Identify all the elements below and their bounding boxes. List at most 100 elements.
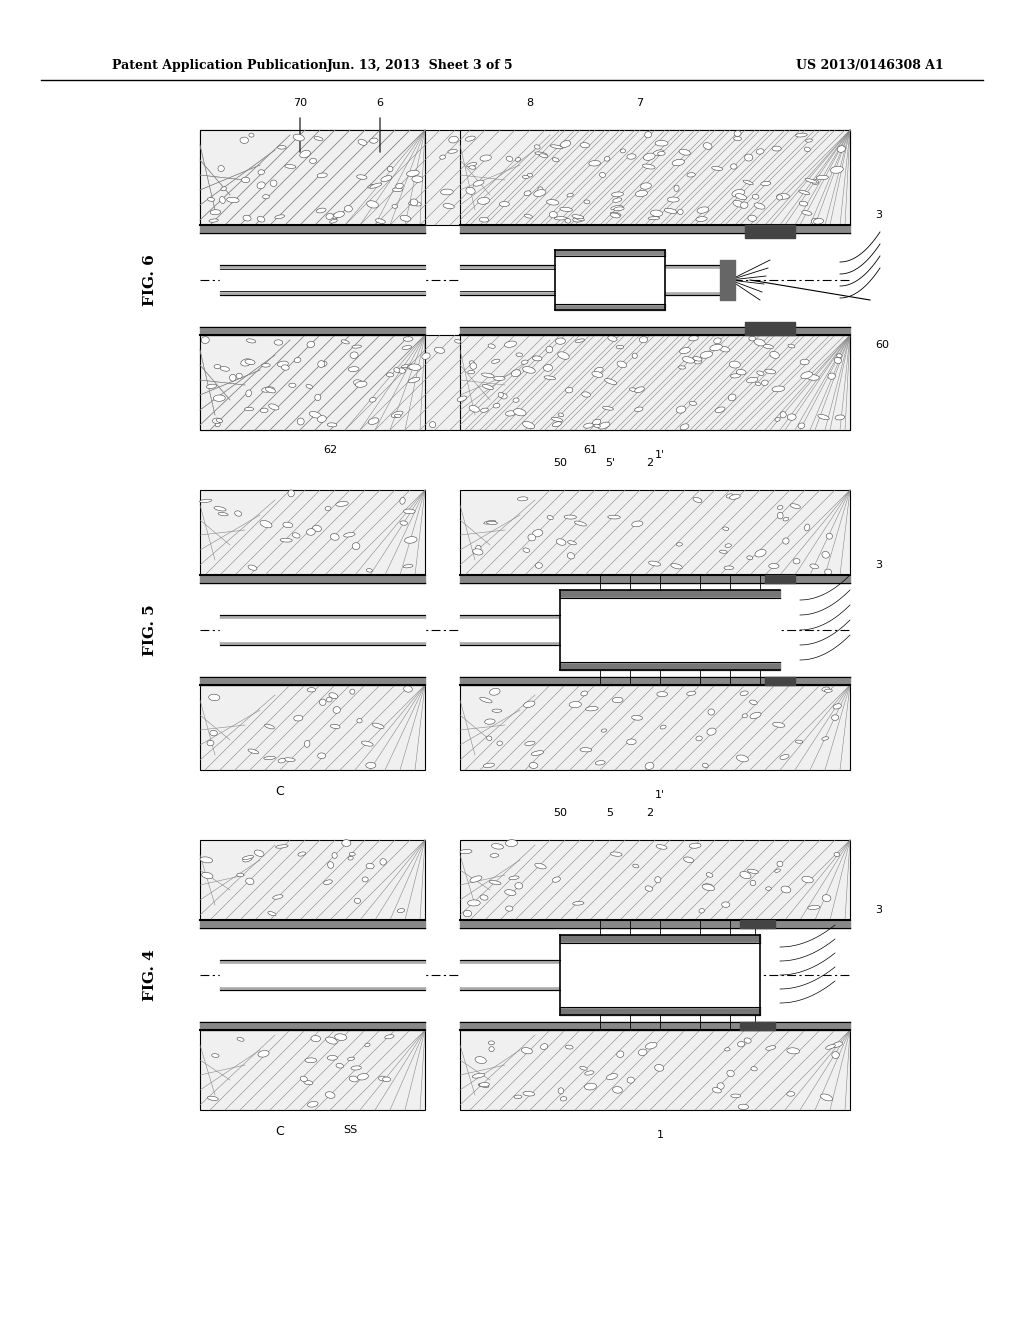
Ellipse shape (805, 524, 810, 531)
Text: 2: 2 (646, 808, 653, 818)
Ellipse shape (572, 218, 583, 222)
Ellipse shape (639, 337, 647, 343)
Ellipse shape (564, 515, 577, 519)
Ellipse shape (775, 417, 780, 421)
Ellipse shape (762, 380, 768, 385)
Ellipse shape (354, 898, 360, 903)
Ellipse shape (621, 149, 626, 153)
Ellipse shape (723, 527, 729, 531)
Ellipse shape (751, 1067, 757, 1071)
Bar (200, 1030, 425, 1110)
Ellipse shape (782, 539, 790, 544)
Ellipse shape (714, 338, 721, 343)
Ellipse shape (743, 180, 754, 185)
Ellipse shape (746, 556, 753, 560)
Ellipse shape (788, 345, 795, 348)
Ellipse shape (326, 507, 331, 511)
Ellipse shape (765, 370, 776, 374)
Ellipse shape (601, 729, 607, 733)
Ellipse shape (665, 209, 677, 214)
Ellipse shape (336, 1064, 343, 1068)
Ellipse shape (553, 876, 560, 882)
Ellipse shape (737, 1041, 744, 1047)
Ellipse shape (613, 207, 625, 211)
Ellipse shape (608, 515, 621, 519)
Ellipse shape (830, 166, 844, 173)
Ellipse shape (517, 496, 528, 500)
Ellipse shape (825, 1044, 836, 1049)
Ellipse shape (582, 392, 591, 397)
Ellipse shape (720, 550, 727, 553)
Ellipse shape (635, 407, 643, 412)
Ellipse shape (648, 216, 659, 219)
Ellipse shape (392, 205, 397, 209)
Ellipse shape (654, 1064, 664, 1072)
Ellipse shape (342, 840, 351, 846)
Ellipse shape (812, 180, 818, 185)
Ellipse shape (400, 521, 408, 525)
Ellipse shape (281, 539, 292, 543)
Ellipse shape (777, 506, 783, 510)
Ellipse shape (411, 199, 418, 206)
Ellipse shape (777, 512, 783, 519)
Ellipse shape (465, 136, 475, 141)
Ellipse shape (834, 704, 842, 709)
Text: 3: 3 (874, 210, 882, 220)
Ellipse shape (730, 374, 740, 378)
Ellipse shape (401, 364, 413, 368)
Ellipse shape (544, 364, 553, 371)
Ellipse shape (612, 198, 622, 202)
Ellipse shape (777, 194, 790, 199)
Ellipse shape (353, 380, 364, 387)
Ellipse shape (645, 1043, 657, 1049)
Text: 3: 3 (874, 906, 882, 915)
Ellipse shape (523, 701, 535, 708)
Ellipse shape (300, 1076, 307, 1081)
Ellipse shape (264, 756, 275, 760)
Ellipse shape (796, 133, 807, 137)
Ellipse shape (598, 422, 610, 429)
Ellipse shape (278, 362, 289, 367)
Ellipse shape (710, 345, 722, 351)
Ellipse shape (783, 517, 788, 521)
Ellipse shape (317, 173, 328, 178)
Ellipse shape (536, 562, 543, 569)
Ellipse shape (572, 215, 584, 219)
Ellipse shape (407, 170, 419, 177)
Ellipse shape (210, 210, 220, 215)
Ellipse shape (697, 207, 709, 214)
Ellipse shape (616, 346, 624, 348)
Ellipse shape (595, 367, 603, 374)
Ellipse shape (254, 850, 264, 857)
Ellipse shape (684, 857, 693, 862)
Ellipse shape (473, 549, 483, 554)
Ellipse shape (558, 1088, 563, 1094)
Ellipse shape (486, 737, 492, 741)
Ellipse shape (541, 1044, 548, 1049)
Ellipse shape (294, 715, 303, 721)
Ellipse shape (505, 341, 516, 347)
Ellipse shape (391, 411, 403, 417)
Ellipse shape (275, 845, 288, 849)
Ellipse shape (366, 863, 374, 869)
Ellipse shape (463, 911, 472, 917)
Ellipse shape (527, 173, 532, 177)
Ellipse shape (434, 347, 444, 354)
Ellipse shape (492, 359, 500, 363)
Text: 6: 6 (377, 98, 384, 108)
Ellipse shape (813, 218, 823, 224)
Ellipse shape (357, 1073, 369, 1080)
Ellipse shape (522, 176, 529, 178)
Ellipse shape (531, 751, 544, 755)
Ellipse shape (580, 1067, 587, 1071)
Ellipse shape (679, 366, 685, 370)
Ellipse shape (293, 135, 304, 141)
Ellipse shape (470, 876, 482, 882)
Ellipse shape (241, 359, 252, 366)
Text: FIG. 6: FIG. 6 (143, 255, 157, 306)
Text: C: C (275, 1125, 285, 1138)
Ellipse shape (733, 201, 743, 207)
Ellipse shape (593, 420, 601, 425)
Ellipse shape (319, 362, 327, 367)
Ellipse shape (712, 166, 723, 170)
